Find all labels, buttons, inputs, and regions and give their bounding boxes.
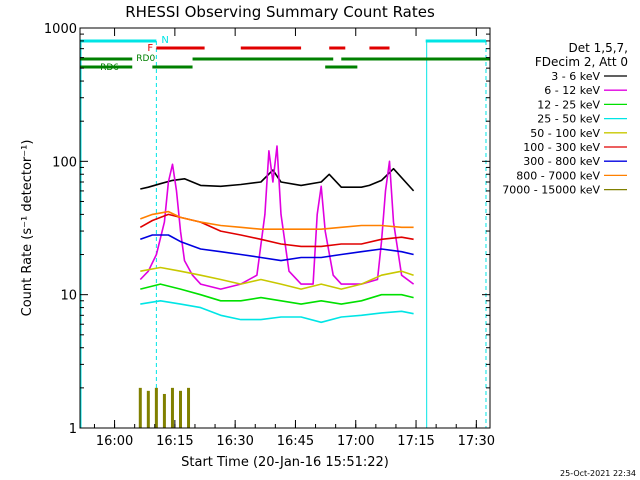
legend-label: 300 - 800 keV	[523, 155, 600, 168]
legend-label: 50 - 100 keV	[530, 127, 600, 140]
x-tick-label: 16:15	[156, 434, 193, 449]
rd6-flag-label: RD6	[100, 63, 119, 73]
x-tick-label: 16:00	[96, 434, 133, 449]
series-25-50-kev-line	[140, 299, 414, 324]
series-lines	[138, 145, 415, 428]
legend-header-detectors: Det 1,5,7,	[569, 41, 629, 55]
x-tick-label: 17:15	[397, 434, 434, 449]
x-axis-ticks: 16:00 16:15 16:30 16:45 17:00 17:15 17:30	[93, 28, 495, 449]
legend-label: 25 - 50 keV	[537, 113, 600, 126]
legend-label: 7000 - 15000 keV	[502, 184, 600, 197]
series-100-300-kev-line	[139, 213, 414, 248]
y-axis-ticks: 1 10 100 1000	[44, 22, 490, 437]
legend-label: 6 - 12 keV	[544, 84, 600, 97]
rd0-flag-label: RD0	[136, 54, 155, 64]
y-tick-label: 1000	[44, 22, 77, 37]
x-tick-label: 16:45	[277, 434, 314, 449]
series-6-12-kev-line	[139, 145, 415, 290]
night-flag-label: N	[161, 35, 168, 46]
series-800-7000-kev-line	[140, 210, 414, 230]
y-tick-label: 10	[60, 289, 77, 304]
series-300-800-kev-line	[140, 234, 414, 262]
legend-header-decimation: FDecim 2, Att 0	[535, 55, 628, 69]
plot-frame	[79, 27, 491, 429]
y-axis-label: Count Rate (s⁻¹ detector⁻¹)	[20, 140, 35, 317]
footer-date: 25-Oct-2021 22:34	[560, 469, 636, 478]
legend-label: 3 - 6 keV	[551, 70, 600, 83]
legend-label: 100 - 300 keV	[523, 141, 600, 154]
series-50-100-kev-line	[140, 266, 414, 290]
flare-flag-label: F	[147, 43, 153, 54]
series-12-25-kev-line	[140, 283, 414, 305]
x-tick-label: 17:30	[458, 434, 495, 449]
legend-label: 800 - 7000 keV	[516, 169, 600, 182]
legend-label: 12 - 25 keV	[537, 98, 600, 111]
x-tick-label: 17:00	[337, 434, 374, 449]
x-tick-label: 16:30	[216, 434, 253, 449]
x-axis-label: Start Time (20-Jan-16 15:51:22)	[181, 455, 389, 470]
y-tick-label: 100	[52, 155, 77, 170]
y-tick-label: 1	[69, 422, 77, 437]
chart-title: RHESSI Observing Summary Count Rates	[125, 3, 435, 21]
